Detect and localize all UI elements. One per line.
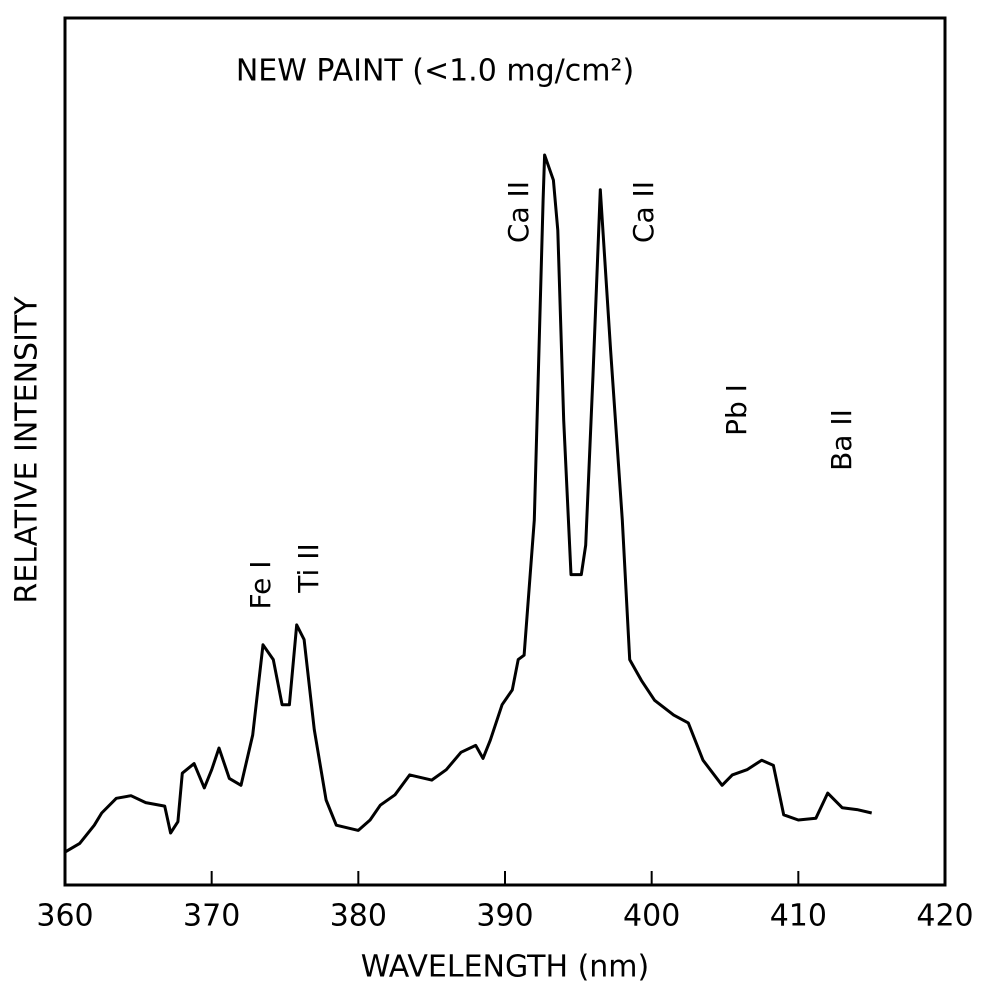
chart-title: NEW PAINT (<1.0 mg/cm²) [236, 54, 634, 89]
x-tick-label: 410 [770, 899, 827, 934]
peak-label: Pb I [720, 384, 753, 436]
x-tick-label: 420 [916, 899, 973, 934]
x-tick-label: 400 [623, 899, 680, 934]
y-axis-label: RELATIVE INTENSITY [10, 296, 45, 604]
peak-label: Ti II [292, 543, 325, 593]
x-tick-label: 380 [330, 899, 387, 934]
spectrum-line [64, 153, 873, 854]
peak-label: Ca II [627, 181, 660, 243]
peak-label: Ba II [825, 409, 858, 471]
peak-label: Fe I [244, 561, 277, 610]
x-tick-label: 360 [36, 899, 93, 934]
peak-label: Ca II [502, 181, 535, 243]
plot-frame [63, 16, 947, 887]
x-tick-label: 390 [476, 899, 533, 934]
x-tick-label: 370 [183, 899, 240, 934]
x-axis-label: WAVELENGTH (nm) [361, 950, 649, 985]
